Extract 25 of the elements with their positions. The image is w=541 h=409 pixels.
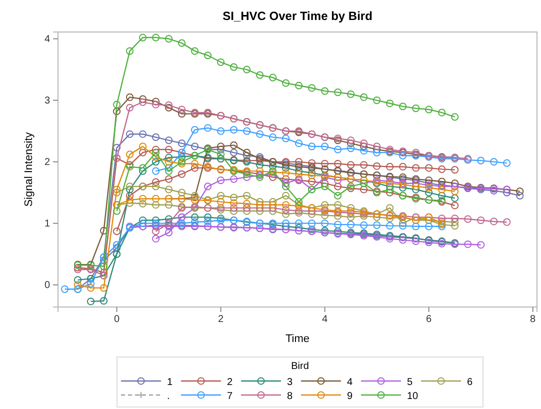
legend-label: 6	[467, 377, 473, 388]
legend-label: .	[167, 391, 170, 402]
legend-label: 7	[227, 391, 233, 402]
legend-label: 9	[347, 391, 353, 402]
legend-label: 5	[407, 377, 413, 388]
legend-label: 4	[347, 377, 353, 388]
x-tick-label: 0	[114, 314, 120, 326]
x-tick-label: 8	[530, 314, 536, 326]
x-tick-label: 6	[426, 314, 432, 326]
y-axis-title: Signal Intensity	[23, 132, 35, 207]
x-tick-label: 4	[322, 314, 328, 326]
legend-title: Bird	[291, 361, 309, 372]
legend-label: 10	[407, 391, 419, 402]
legend-label: 3	[287, 377, 293, 388]
legend-label: 1	[167, 377, 173, 388]
x-axis-title: Time	[285, 333, 310, 345]
y-tick-label: 4	[44, 34, 50, 45]
y-tick-label: 0	[44, 280, 50, 292]
y-tick-label: 2	[44, 157, 50, 168]
x-tick-label: 2	[218, 314, 224, 326]
legend-label: 8	[287, 391, 293, 402]
legend-label: 2	[227, 377, 233, 388]
y-tick-label: 1	[44, 218, 50, 230]
y-tick-label: 3	[44, 95, 50, 106]
chart-title: SI_HVC Over Time by Bird	[222, 9, 372, 23]
